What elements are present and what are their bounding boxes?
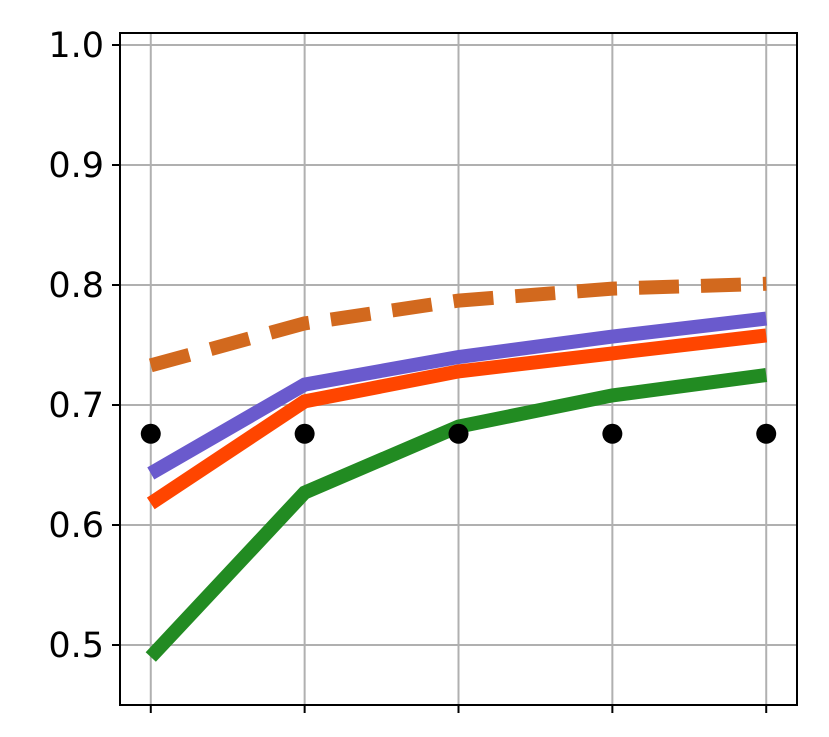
series-line-1	[148, 276, 767, 373]
series-line-3	[146, 328, 768, 510]
y-tick-label: 0.7	[48, 386, 104, 426]
series-group	[140, 276, 777, 662]
marker-point	[756, 423, 777, 444]
series-line-2	[147, 311, 768, 480]
marker-point	[140, 423, 161, 444]
grid	[120, 33, 797, 705]
y-tick-label: 0.5	[48, 626, 104, 666]
marker-point	[294, 423, 315, 444]
y-tick-label: 0.8	[48, 266, 104, 306]
marker-point	[602, 423, 623, 444]
axis-ticks: 0.5 0.6 0.7 0.8 0.9 1.0	[48, 26, 768, 713]
axes-frame	[119, 32, 798, 706]
y-tick-label: 0.9	[48, 146, 104, 186]
y-tick-label: 0.6	[48, 506, 104, 546]
marker-point	[448, 423, 469, 444]
y-tick-label: 1.0	[48, 26, 104, 66]
